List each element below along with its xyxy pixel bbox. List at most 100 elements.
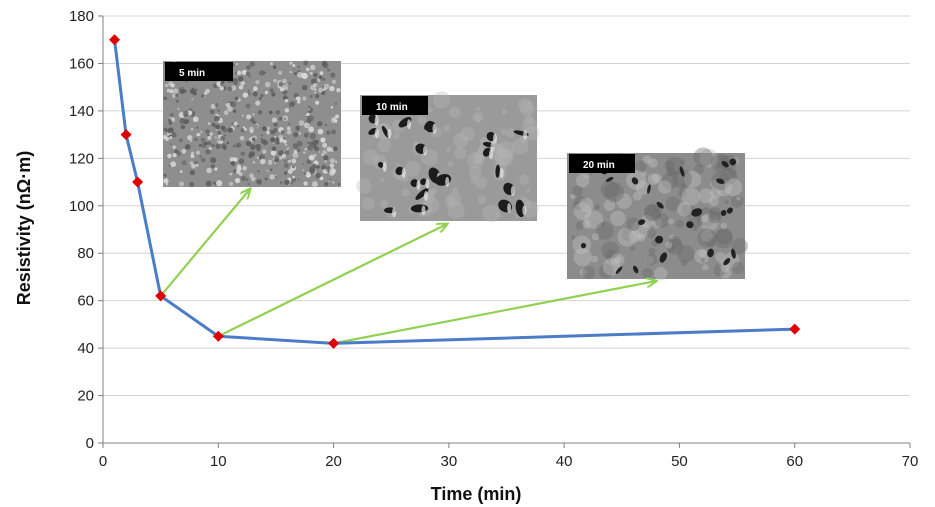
sem-highlight [387,128,392,139]
sem-texture [469,175,479,184]
sem-grain [287,158,289,161]
sem-grain [230,160,236,166]
sem-grain [212,124,216,127]
sem-grain [313,145,316,148]
sem-grain [285,83,288,86]
sem-texture [605,249,617,261]
sem-grain [225,103,228,107]
sem-texture [692,225,698,232]
sem-texture [579,268,587,276]
sem-texture [724,178,743,197]
data-point [109,34,121,46]
sem-image [360,95,537,221]
sem-grain [302,163,305,166]
sem-grain [181,160,187,166]
sem-grain [214,136,217,139]
sem-texture [573,202,592,221]
sem-grain [286,129,292,135]
sem-texture [715,180,732,197]
sem-grain [266,126,271,131]
sem-grain [273,78,277,83]
sem-texture [681,187,701,206]
sem-grain [282,139,287,144]
sem-grain [326,130,331,135]
sem-grain [178,86,185,93]
sem-grain [335,114,339,119]
sem-texture [602,258,621,276]
sem-grain [321,164,327,170]
sem-texture [666,238,684,256]
x-tick-label: 70 [902,453,919,470]
sem-grain [319,71,324,76]
data-point [789,323,801,335]
sem-grain [246,65,251,70]
sem-grain [189,169,196,176]
tick-labels: 0 20 40 60 80 100 120 140 160 180 0 10 20 30 40 50 60 70 [69,8,918,470]
sem-texture [715,252,726,263]
sem-texture [621,227,636,242]
sem-texture [728,168,737,178]
sem-highlight [510,185,515,196]
sem-grain [284,179,290,186]
sem-grain [314,160,317,164]
sem-grain [312,139,319,146]
sem-texture [632,191,642,201]
sem-texture [666,243,676,253]
sem-texture [672,168,692,189]
sem-texture [519,174,530,185]
sem-grain [297,178,300,181]
sem-grain [311,181,318,188]
sem-grain [193,137,198,142]
sem-pore [729,158,737,166]
sem-grain [200,142,207,148]
sem-grain [197,132,201,137]
inset-label-tab [569,154,635,173]
sem-texture [572,185,583,197]
sem-grain [323,155,329,161]
sem-grain [332,181,335,184]
sem-grain [302,74,308,80]
y-tick-label: 60 [77,293,94,310]
sem-texture [582,266,596,280]
sem-pore [679,166,685,177]
sem-texture [700,257,706,263]
y-tick-label: 160 [69,55,94,72]
sem-grain [323,87,327,90]
sem-grain [254,124,258,128]
sem-texture [708,196,719,207]
sem-texture [610,253,625,268]
data-point [328,337,340,349]
sem-pore [420,178,427,186]
sem-grain [170,143,172,146]
sem-texture [665,156,684,175]
sem-grain [210,157,217,164]
sem-texture [361,197,375,211]
sem-inset-1: 5 min [162,60,341,188]
sem-grain [248,153,254,159]
sem-grain [334,160,338,164]
sem-grain [215,124,220,130]
sem-grain [332,146,338,152]
sem-pore [655,235,664,244]
sem-grain [293,72,297,76]
sem-grain [264,177,268,181]
inset-label-tab [362,96,428,115]
sem-highlight [423,145,428,156]
sem-grain [284,163,289,168]
sem-grain [249,61,255,67]
sem-grain [227,105,233,112]
sem-texture [594,204,600,211]
sem-texture [572,202,582,211]
sem-texture [501,108,508,115]
sem-grain [293,68,296,71]
sem-grain [261,134,263,137]
sem-grain [170,161,177,168]
sem-texture [583,171,591,179]
sem-grain [240,175,247,182]
sem-grain [337,182,341,186]
sem-texture [426,188,435,198]
sem-grain [179,118,186,124]
data-point [132,176,144,188]
sem-grain [275,175,277,178]
